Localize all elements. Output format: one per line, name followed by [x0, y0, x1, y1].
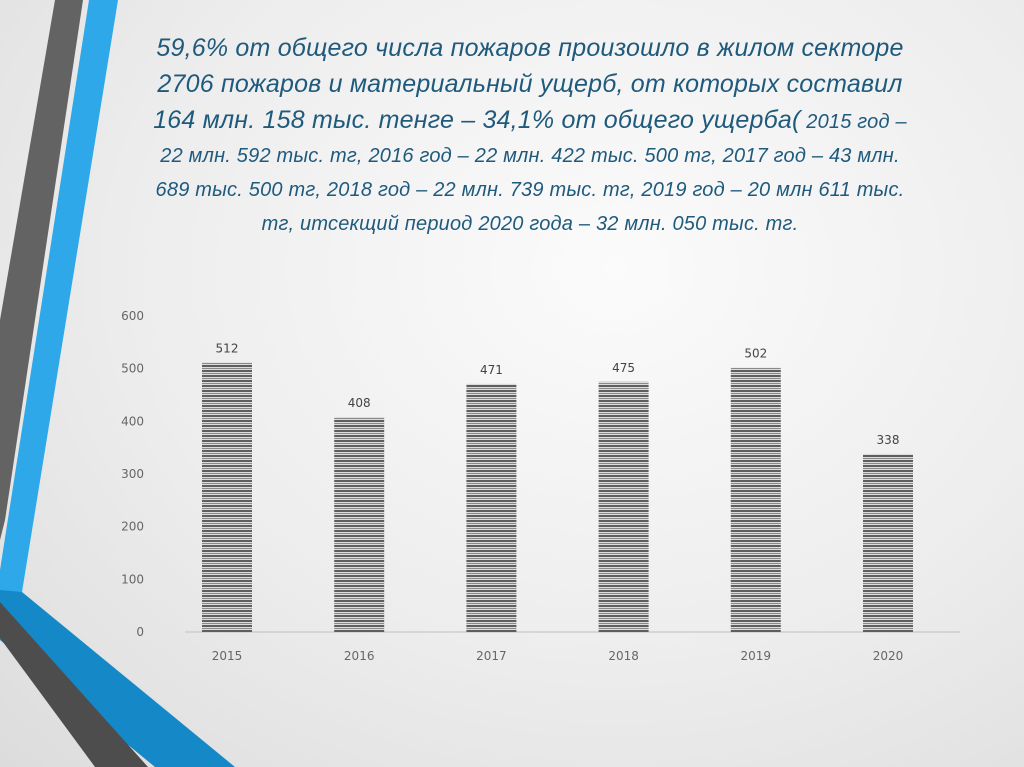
slide-title: 59,6% от общего числа пожаров произошло … [150, 32, 910, 242]
gray-stripe-top [0, 0, 83, 540]
bar-2020 [863, 453, 913, 632]
data-label: 338 [877, 433, 900, 447]
blue-stripe-top [0, 0, 118, 592]
data-label: 512 [216, 341, 239, 355]
data-label: 471 [480, 363, 503, 377]
x-tick-label: 2015 [212, 649, 243, 663]
data-label: 408 [348, 396, 371, 410]
y-tick-label: 400 [121, 414, 144, 428]
y-tick-label: 200 [121, 520, 144, 534]
x-tick-label: 2019 [741, 649, 772, 663]
y-tick-label: 500 [121, 362, 144, 376]
y-tick-label: 0 [136, 625, 144, 639]
y-tick-label: 300 [121, 467, 144, 481]
gray-stripe-bottom [0, 602, 148, 767]
bar-2015 [202, 362, 252, 632]
bar-2017 [466, 383, 517, 632]
title-main-text: 59,6% от общего числа пожаров произошло … [153, 34, 904, 134]
data-label: 502 [744, 347, 767, 361]
x-tick-label: 2018 [608, 649, 639, 663]
x-tick-label: 2016 [344, 649, 375, 663]
bar-2016 [334, 417, 385, 632]
bar-2019 [730, 367, 781, 632]
blue-stripe-bottom [0, 590, 235, 767]
x-tick-label: 2017 [476, 649, 507, 663]
y-tick-label: 100 [121, 572, 144, 586]
bar-2018 [598, 381, 649, 632]
y-tick-label: 600 [121, 309, 144, 323]
x-tick-label: 2020 [873, 649, 904, 663]
data-label: 475 [612, 361, 635, 375]
title-detail-text: 2015 год – 22 млн. 592 тыс. тг, 2016 год… [155, 111, 907, 235]
